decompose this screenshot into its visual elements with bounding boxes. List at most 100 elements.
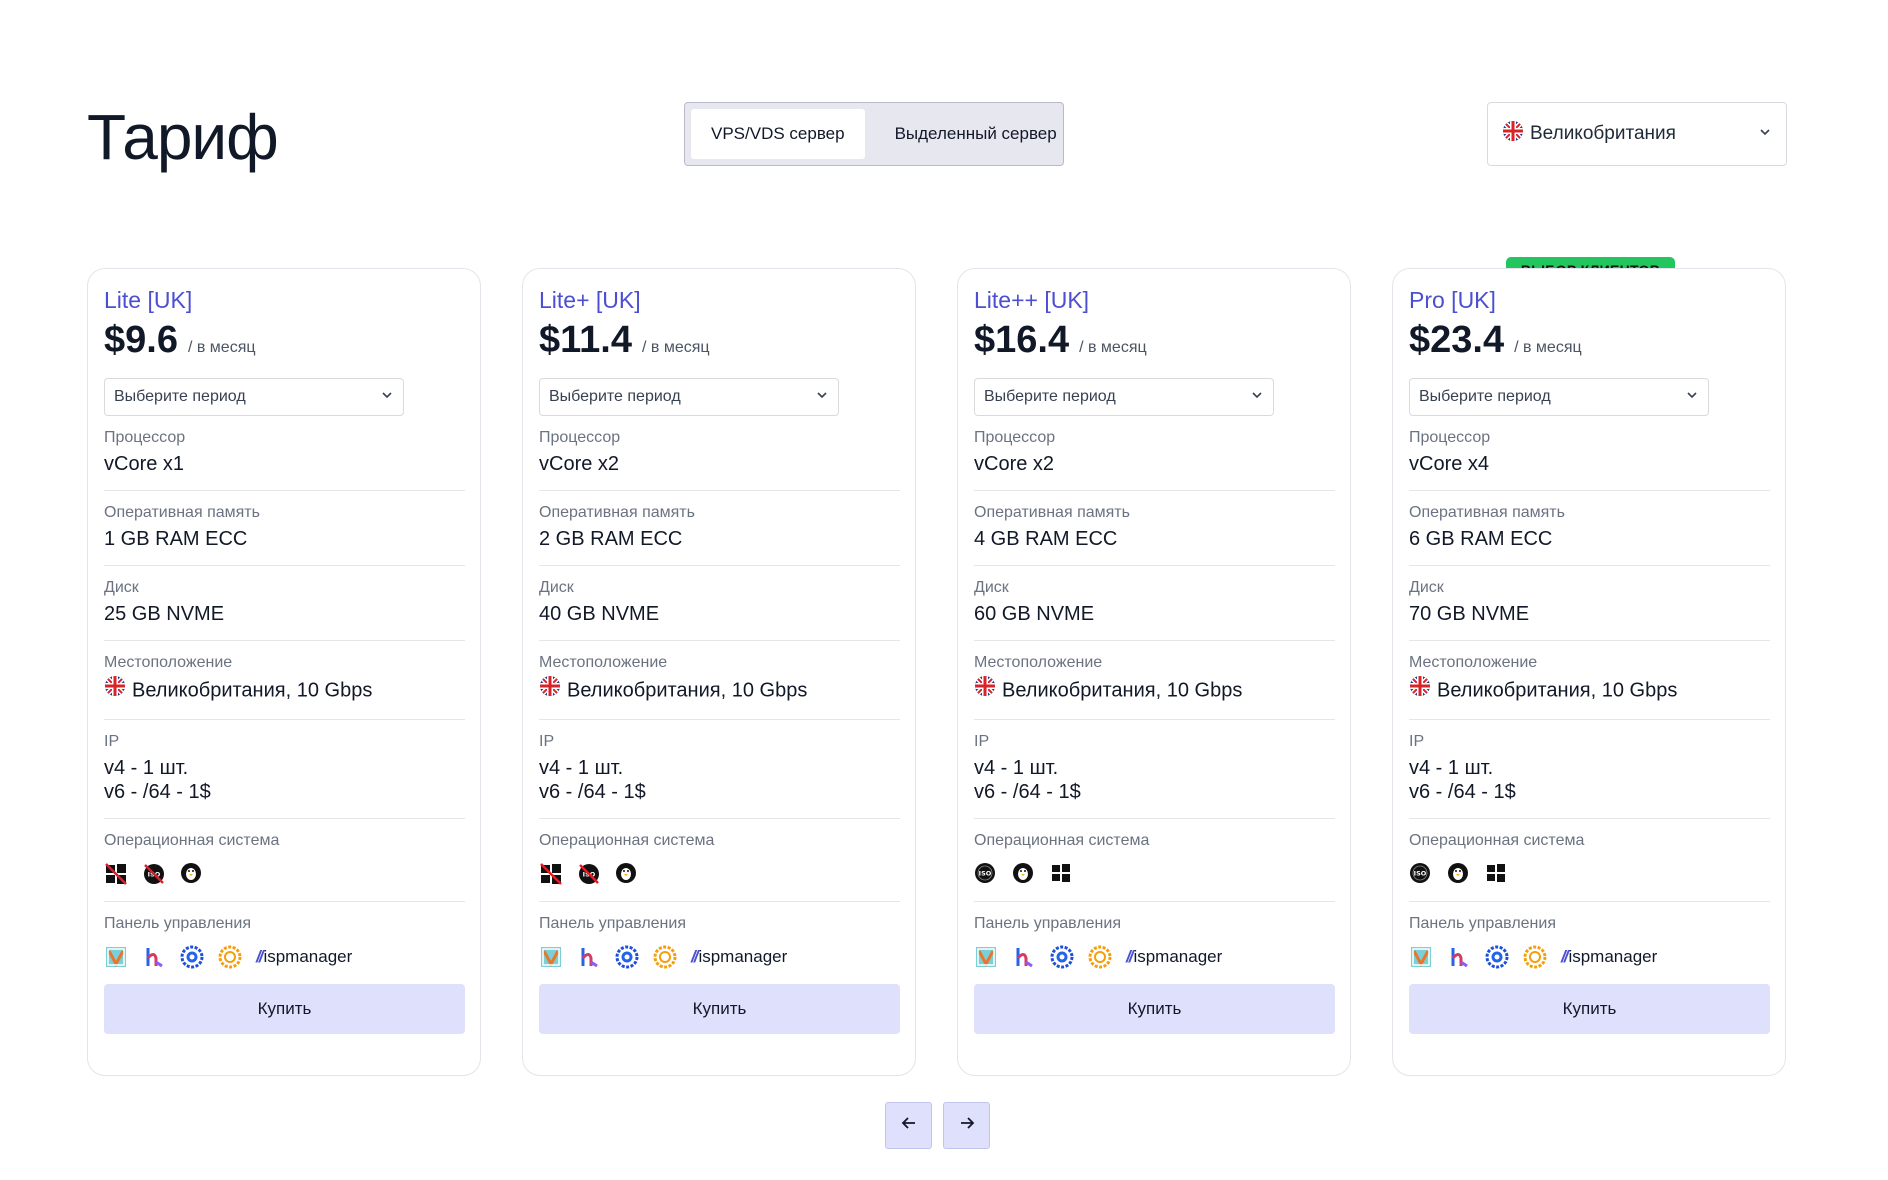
- iso-unavailable-icon: ISO: [142, 862, 166, 886]
- spec-value: vCore x4: [1409, 453, 1490, 475]
- uk-flag-icon: [1409, 675, 1431, 703]
- spec-label: Процессор: [1409, 429, 1491, 446]
- spec-label: Местоположение: [539, 654, 668, 671]
- panel-icons: //ispmanager: [539, 944, 900, 970]
- spec-label: Процессор: [104, 429, 186, 446]
- spec-label: Местоположение: [1409, 654, 1538, 671]
- spec-label: Процессор: [539, 429, 621, 446]
- spec-ram: Оперативная память 6 GB RAM ECC: [1409, 491, 1770, 566]
- plan-name: Pro [UK]: [1409, 287, 1496, 313]
- spec-value: vCore x2: [539, 453, 620, 475]
- spec-label: Процессор: [974, 429, 1056, 446]
- spec-label: Операционная система: [974, 832, 1150, 849]
- prev-button[interactable]: [885, 1102, 932, 1149]
- plan-price: $16.4: [974, 319, 1070, 361]
- spec-ram: Оперативная память 4 GB RAM ECC: [974, 491, 1335, 566]
- svg-text:ISO: ISO: [1414, 870, 1427, 878]
- linux-icon: [180, 862, 204, 886]
- buy-button[interactable]: Купить: [1409, 984, 1770, 1034]
- period-select[interactable]: Выберите период: [1409, 378, 1709, 416]
- hestiacp-icon: [1447, 945, 1471, 969]
- country-select[interactable]: Великобритания: [1487, 102, 1787, 166]
- ispmanager-label: ispmanager: [698, 947, 788, 966]
- period-select[interactable]: Выберите период: [104, 378, 404, 416]
- next-button[interactable]: [943, 1102, 990, 1149]
- spec-label: Оперативная память: [974, 504, 1130, 521]
- plan-card: Lite+ [UK] $11.4 / в месяц Выберите период П…: [522, 268, 916, 1076]
- spec-value: 6 GB RAM ECC: [1409, 528, 1553, 550]
- spec-label: Панель управления: [539, 915, 686, 932]
- spec-location: Местоположение Великобритания, 10 Gbps: [1409, 641, 1770, 720]
- cyberpanel-icon: [1050, 945, 1074, 969]
- hestiacp-icon: [577, 945, 601, 969]
- cyberpanel-icon: [180, 945, 204, 969]
- chevron-down-icon: [1685, 388, 1699, 407]
- tab-vps[interactable]: VPS/VDS сервер: [691, 109, 865, 159]
- aapanel-icon: [1523, 945, 1547, 969]
- linux-icon: [1447, 862, 1471, 886]
- spec-label: Панель управления: [974, 915, 1121, 932]
- spec-location: Местоположение Великобритания, 10 Gbps: [539, 641, 900, 720]
- hestiacp-icon: [1012, 945, 1036, 969]
- spec-label: Операционная система: [104, 832, 280, 849]
- spec-value: 4 GB RAM ECC: [974, 528, 1118, 550]
- spec-value: Великобритания, 10 Gbps: [132, 679, 373, 702]
- ispmanager-label: ispmanager: [1568, 947, 1658, 966]
- windows-icon: [1485, 862, 1509, 886]
- ispmanager-label: ispmanager: [263, 947, 353, 966]
- spec-panel: Панель управления //ispmanager: [104, 902, 465, 978]
- spec-cpu: Процессор vCore x1: [104, 416, 465, 491]
- ip-v4: v4 - 1 шт.: [539, 757, 624, 779]
- os-icons: ISO: [974, 861, 1335, 887]
- spec-cpu: Процессор vCore x2: [974, 416, 1335, 491]
- country-label: Великобритания: [1530, 123, 1676, 144]
- spec-os: Операционная система ISO: [1409, 819, 1770, 902]
- uk-flag-icon: [104, 675, 126, 703]
- linux-icon: [615, 862, 639, 886]
- spec-value: Великобритания, 10 Gbps: [1437, 679, 1678, 702]
- plan-card: Pro [UK] $23.4 / в месяц Выберите период Про…: [1392, 268, 1786, 1076]
- hestiacp-icon: [142, 945, 166, 969]
- ip-v6: v6 - /64 - 1$: [539, 781, 646, 803]
- cyberpanel-icon: [615, 945, 639, 969]
- spec-label: Местоположение: [104, 654, 233, 671]
- spec-label: IP: [974, 733, 990, 750]
- spec-ip: IP v4 - 1 шт. v6 - /64 - 1$: [539, 720, 900, 819]
- arrow-right-icon: [957, 1113, 977, 1138]
- spec-ip: IP v4 - 1 шт. v6 - /64 - 1$: [974, 720, 1335, 819]
- spec-os: Операционная система ISO: [104, 819, 465, 902]
- spec-label: Оперативная память: [1409, 504, 1565, 521]
- vestacp-icon: [1409, 945, 1433, 969]
- ispmanager-icon: //ispmanager: [1126, 947, 1223, 966]
- price-period: / в месяц: [187, 339, 256, 356]
- tab-dedicated[interactable]: Выделенный сервер: [894, 124, 1057, 143]
- spec-disk: Диск 25 GB NVME: [104, 566, 465, 641]
- spec-cpu: Процессор vCore x4: [1409, 416, 1770, 491]
- ip-v6: v6 - /64 - 1$: [1409, 781, 1516, 803]
- spec-value: 2 GB RAM ECC: [539, 528, 683, 550]
- spec-label: Панель управления: [104, 915, 251, 932]
- spec-value: 1 GB RAM ECC: [104, 528, 248, 550]
- spec-label: IP: [539, 733, 555, 750]
- os-icons: ISO: [539, 861, 900, 887]
- spec-cpu: Процессор vCore x2: [539, 416, 900, 491]
- period-select[interactable]: Выберите период: [539, 378, 839, 416]
- spec-value: vCore x1: [104, 453, 185, 475]
- period-select[interactable]: Выберите период: [974, 378, 1274, 416]
- period-placeholder: Выберите период: [1419, 388, 1551, 405]
- spec-os: Операционная система ISO: [974, 819, 1335, 902]
- buy-button[interactable]: Купить: [104, 984, 465, 1034]
- spec-label: Диск: [104, 579, 139, 596]
- spec-value: Великобритания, 10 Gbps: [1002, 679, 1243, 702]
- spec-ip: IP v4 - 1 шт. v6 - /64 - 1$: [1409, 720, 1770, 819]
- spec-ram: Оперативная память 1 GB RAM ECC: [104, 491, 465, 566]
- uk-flag-icon: [974, 675, 996, 703]
- plan-price: $9.6: [104, 319, 178, 361]
- svg-text:ISO: ISO: [979, 870, 992, 878]
- cyberpanel-icon: [1485, 945, 1509, 969]
- chevron-down-icon: [1250, 388, 1264, 407]
- buy-button[interactable]: Купить: [539, 984, 900, 1034]
- spec-label: Оперативная память: [104, 504, 260, 521]
- os-icons: ISO: [104, 861, 465, 887]
- buy-button[interactable]: Купить: [974, 984, 1335, 1034]
